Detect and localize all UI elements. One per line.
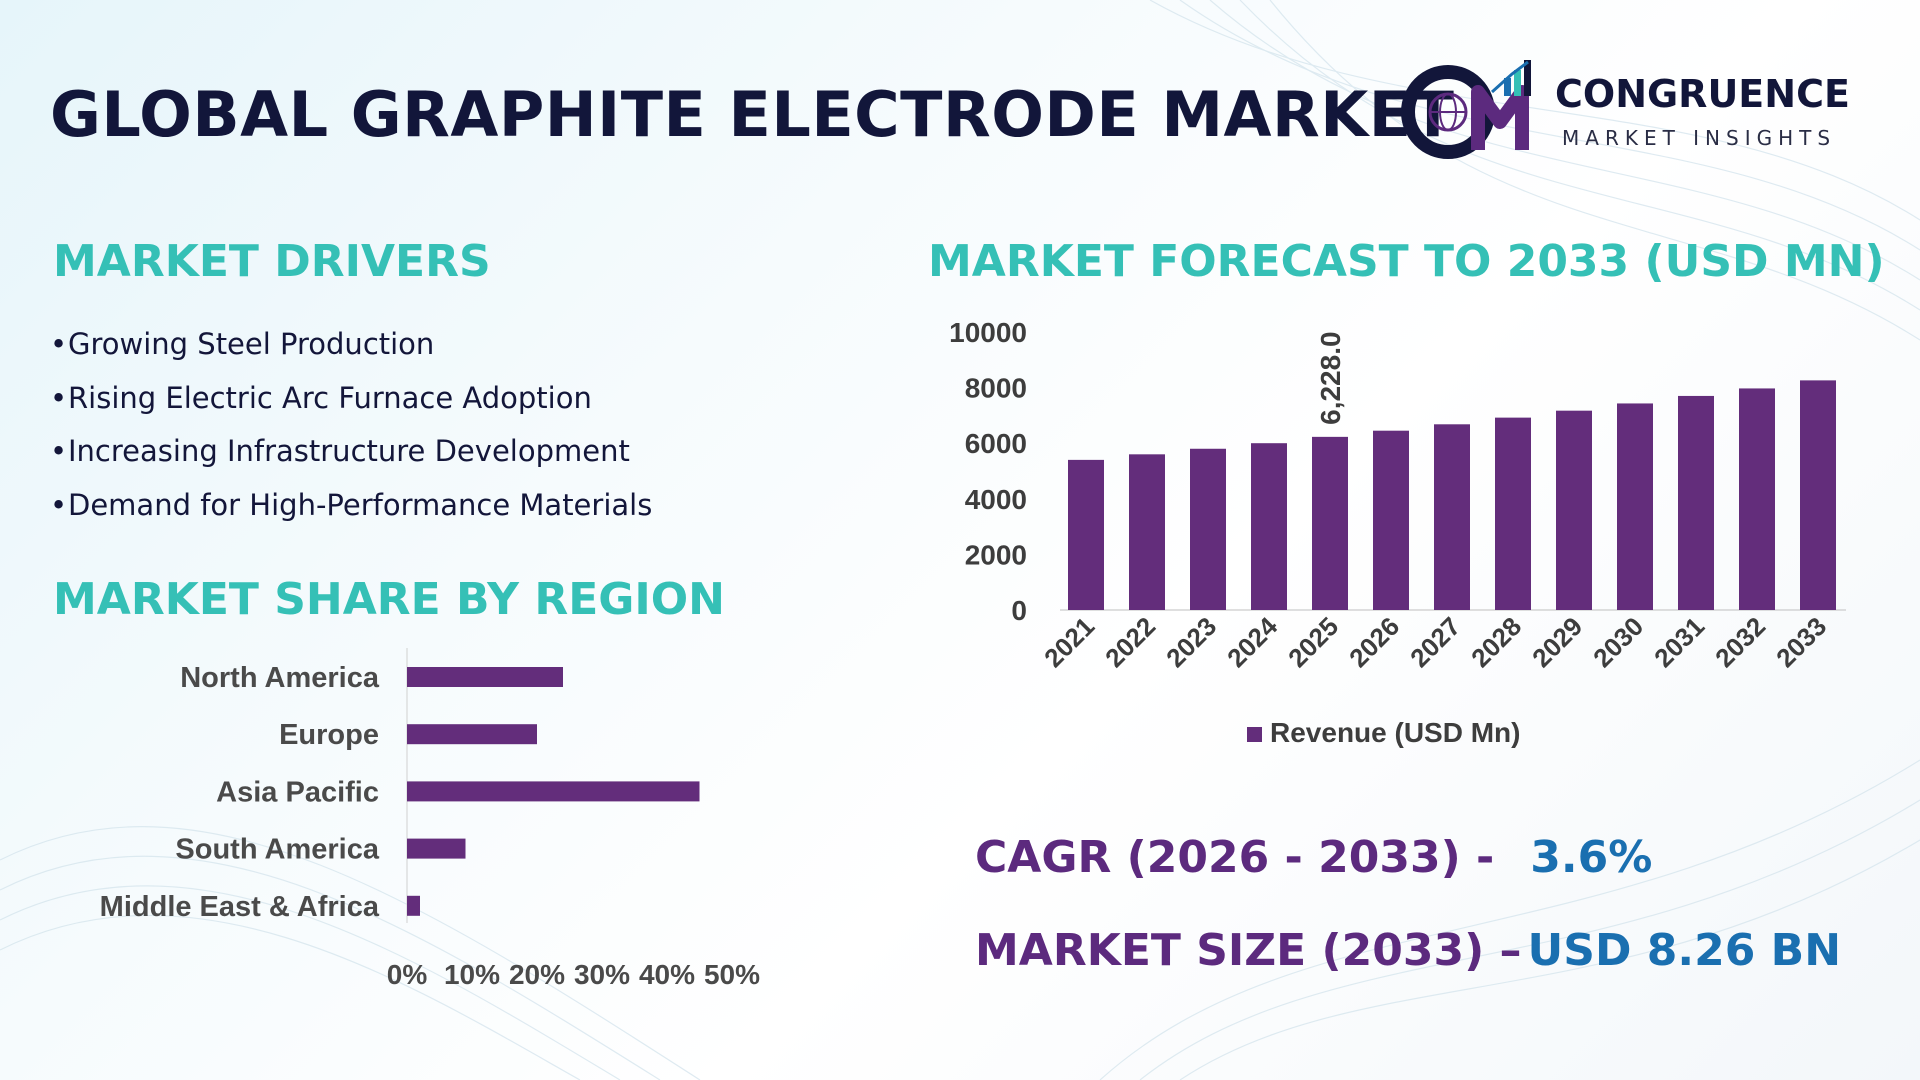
legend-swatch bbox=[1247, 727, 1262, 742]
x-tick-label: 20% bbox=[509, 959, 565, 990]
region-bar bbox=[407, 724, 537, 745]
y-tick-label: 2000 bbox=[965, 539, 1027, 570]
data-label: 6,228.0 bbox=[1315, 331, 1346, 424]
y-tick-label: 10000 bbox=[949, 317, 1027, 348]
forecast-bar bbox=[1617, 403, 1653, 610]
x-tick-label: 2029 bbox=[1526, 611, 1588, 673]
brand-name: CONGRUENCE bbox=[1555, 72, 1850, 116]
category-label: Asia Pacific bbox=[216, 776, 379, 808]
x-tick-label: 2027 bbox=[1404, 611, 1466, 673]
brand-tagline: MARKET INSIGHTS bbox=[1562, 126, 1837, 150]
forecast-bar bbox=[1556, 410, 1592, 610]
forecast-title: MARKET FORECAST TO 2033 (USD MN) bbox=[928, 236, 1885, 287]
region-bar bbox=[407, 667, 563, 687]
market-size-stat: MARKET SIZE (2033) – USD 8.26 BN bbox=[975, 925, 1841, 976]
x-tick-label: 2026 bbox=[1343, 611, 1405, 673]
market-size-label: MARKET SIZE (2033) – bbox=[975, 925, 1522, 976]
cagr-label: CAGR (2026 - 2033) - bbox=[975, 832, 1495, 883]
region-bar bbox=[407, 838, 466, 859]
driver-text: Rising Electric Arc Furnace Adoption bbox=[68, 380, 592, 415]
bullet-icon: • bbox=[50, 327, 68, 361]
bullet-icon: • bbox=[50, 380, 68, 415]
y-tick-label: 6000 bbox=[965, 428, 1027, 459]
category-label: South America bbox=[175, 834, 379, 866]
y-tick-label: 4000 bbox=[965, 484, 1027, 515]
x-tick-label: 2030 bbox=[1587, 611, 1649, 673]
x-tick-label: 30% bbox=[574, 959, 630, 990]
x-tick-label: 10% bbox=[444, 959, 500, 990]
driver-item: •Rising Electric Arc Furnace Adoption bbox=[50, 376, 652, 430]
x-tick-label: 40% bbox=[639, 959, 695, 990]
cm-logo-mark bbox=[1401, 60, 1531, 159]
driver-item: •Growing Steel Production bbox=[50, 322, 652, 376]
driver-text: Demand for High-Performance Materials bbox=[68, 487, 653, 522]
x-tick-label: 0% bbox=[387, 959, 428, 990]
driver-text: Increasing Infrastructure Development bbox=[68, 434, 630, 468]
x-tick-label: 2024 bbox=[1221, 611, 1283, 673]
x-tick-label: 2033 bbox=[1770, 611, 1832, 673]
forecast-bar bbox=[1251, 443, 1287, 610]
x-tick-label: 2023 bbox=[1160, 611, 1222, 673]
y-tick-label: 0 bbox=[1011, 595, 1027, 626]
forecast-bar bbox=[1068, 459, 1104, 610]
category-label: Middle East & Africa bbox=[100, 891, 380, 923]
drivers-list: •Growing Steel Production •Rising Electr… bbox=[50, 322, 652, 536]
driver-item: •Increasing Infrastructure Development bbox=[50, 429, 652, 483]
forecast-bar bbox=[1129, 454, 1165, 610]
region-title: MARKET SHARE BY REGION bbox=[53, 574, 725, 625]
bullet-icon: • bbox=[50, 434, 68, 468]
page-title: GLOBAL GRAPHITE ELECTRODE MARKET bbox=[50, 78, 1455, 151]
drivers-title: MARKET DRIVERS bbox=[53, 236, 491, 287]
category-label: Europe bbox=[279, 719, 379, 751]
region-bar bbox=[407, 781, 700, 802]
category-label: North America bbox=[180, 662, 380, 694]
forecast-bar bbox=[1495, 417, 1531, 610]
legend-label: Revenue (USD Mn) bbox=[1270, 717, 1520, 748]
forecast-bar bbox=[1312, 436, 1348, 610]
x-tick-label: 50% bbox=[704, 959, 760, 990]
x-tick-label: 2022 bbox=[1099, 611, 1161, 673]
x-tick-label: 2025 bbox=[1282, 611, 1344, 673]
x-tick-label: 2028 bbox=[1465, 611, 1527, 673]
cagr-value: 3.6% bbox=[1530, 832, 1653, 883]
forecast-bar bbox=[1190, 448, 1226, 610]
driver-item: •Demand for High-Performance Materials bbox=[50, 483, 652, 537]
cagr-stat: CAGR (2026 - 2033) - 3.6% bbox=[975, 832, 1652, 883]
forecast-bar bbox=[1678, 395, 1714, 610]
driver-text: Growing Steel Production bbox=[68, 327, 435, 361]
bullet-icon: • bbox=[50, 487, 68, 522]
forecast-bar bbox=[1434, 424, 1470, 610]
forecast-bar bbox=[1800, 380, 1836, 610]
x-tick-label: 2031 bbox=[1648, 611, 1710, 673]
x-tick-label: 2032 bbox=[1709, 611, 1771, 673]
region-bar bbox=[407, 895, 420, 916]
x-tick-label: 2021 bbox=[1038, 611, 1100, 673]
y-tick-label: 8000 bbox=[965, 373, 1027, 404]
forecast-bar bbox=[1373, 430, 1409, 610]
forecast-bar bbox=[1739, 388, 1775, 610]
market-size-value: USD 8.26 BN bbox=[1527, 925, 1842, 976]
brand-logo: CONGRUENCE MARKET INSIGHTS bbox=[1400, 52, 1880, 162]
